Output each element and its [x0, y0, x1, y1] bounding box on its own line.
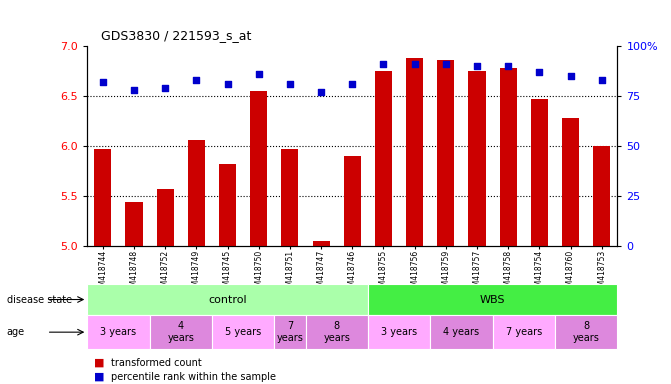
Text: disease state: disease state — [7, 295, 72, 305]
Bar — [562, 118, 579, 246]
Text: 7 years: 7 years — [506, 327, 542, 337]
Bar — [87, 315, 150, 349]
Bar — [555, 315, 617, 349]
Bar — [87, 284, 368, 315]
Bar — [368, 315, 430, 349]
Bar — [375, 71, 392, 246]
Text: percentile rank within the sample: percentile rank within the sample — [111, 372, 276, 382]
Point — [316, 89, 327, 95]
Text: ■: ■ — [94, 358, 105, 368]
Bar — [368, 284, 617, 315]
Bar — [274, 315, 305, 349]
Text: 4 years: 4 years — [444, 327, 480, 337]
Text: WBS: WBS — [480, 295, 505, 305]
Bar — [468, 71, 486, 246]
Text: 5 years: 5 years — [225, 327, 261, 337]
Bar — [188, 140, 205, 246]
Bar — [430, 315, 493, 349]
Bar — [281, 149, 299, 246]
Text: 4
years: 4 years — [167, 321, 194, 343]
Point — [191, 77, 202, 83]
Point — [597, 77, 607, 83]
Point — [503, 63, 513, 69]
Point — [565, 73, 576, 79]
Text: GDS3830 / 221593_s_at: GDS3830 / 221593_s_at — [101, 29, 251, 42]
Point — [409, 61, 420, 67]
Bar — [437, 60, 454, 246]
Bar — [125, 202, 142, 246]
Bar — [150, 315, 212, 349]
Bar — [305, 315, 368, 349]
Bar — [344, 156, 361, 246]
Point — [129, 87, 140, 93]
Text: 8
years: 8 years — [573, 321, 600, 343]
Bar — [500, 68, 517, 246]
Point — [378, 61, 389, 67]
Bar — [94, 149, 111, 246]
Point — [160, 85, 170, 91]
Text: 8
years: 8 years — [323, 321, 350, 343]
Bar — [406, 58, 423, 246]
Bar — [531, 99, 548, 246]
Bar — [313, 241, 329, 246]
Bar — [156, 189, 174, 246]
Point — [472, 63, 482, 69]
Bar — [493, 315, 555, 349]
Text: 3 years: 3 years — [381, 327, 417, 337]
Point — [440, 61, 451, 67]
Point — [534, 69, 545, 75]
Bar — [593, 146, 611, 246]
Bar — [250, 91, 267, 246]
Text: 7
years: 7 years — [276, 321, 303, 343]
Point — [347, 81, 358, 87]
Text: age: age — [7, 327, 25, 337]
Bar — [219, 164, 236, 246]
Point — [222, 81, 233, 87]
Point — [254, 71, 264, 77]
Point — [285, 81, 295, 87]
Text: ■: ■ — [94, 372, 105, 382]
Text: transformed count: transformed count — [111, 358, 201, 368]
Point — [97, 79, 108, 85]
Text: 3 years: 3 years — [101, 327, 136, 337]
Bar — [212, 315, 274, 349]
Text: control: control — [208, 295, 247, 305]
